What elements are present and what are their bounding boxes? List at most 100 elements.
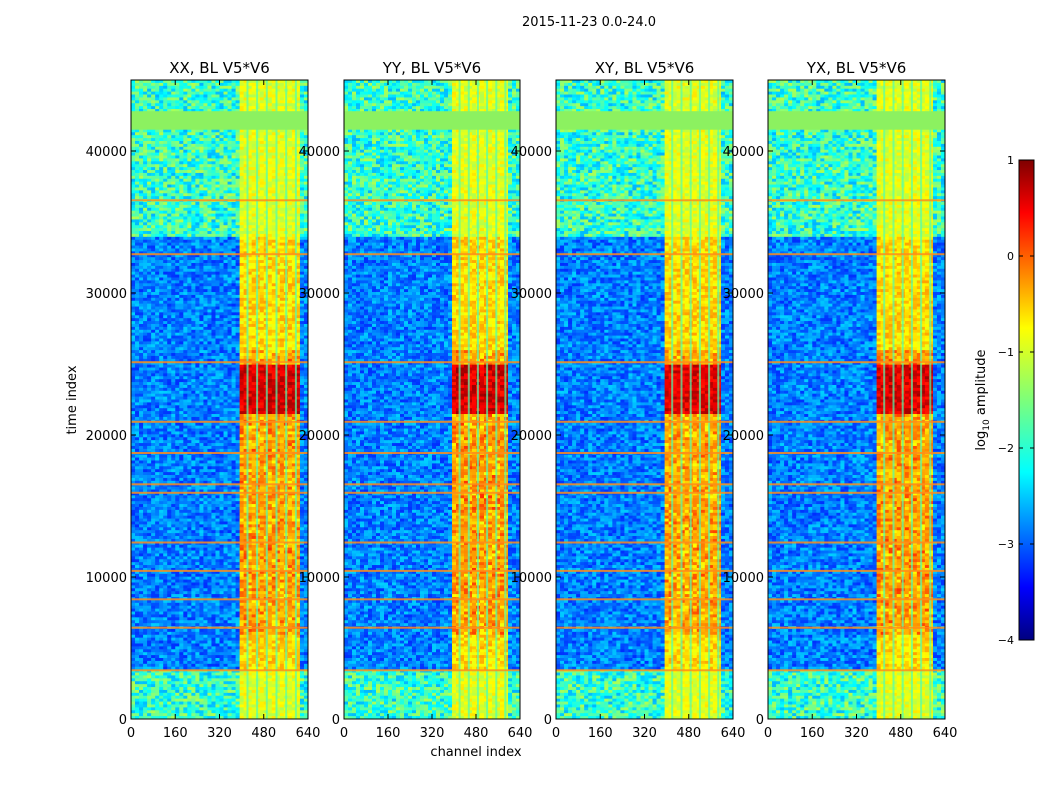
heatmap-cell <box>279 245 285 249</box>
heatmap-cell <box>239 379 245 383</box>
heatmap-cell <box>187 231 192 235</box>
heatmap-cell <box>243 393 249 397</box>
heatmap-cell <box>175 300 180 305</box>
heatmap-cell <box>207 207 212 212</box>
heatmap-cell <box>199 292 204 296</box>
heatmap-cell <box>219 228 224 232</box>
heatmap-cell <box>207 94 212 98</box>
heatmap-cell <box>291 323 297 328</box>
heatmap-cell <box>223 100 228 104</box>
heatmap-cell <box>275 85 281 90</box>
heatmap-cell <box>231 91 236 95</box>
heatmap-cell <box>295 158 301 162</box>
heatmap-cell <box>187 193 192 197</box>
heatmap-cell <box>295 236 301 241</box>
heatmap-cell <box>295 100 301 104</box>
heatmap-cell <box>239 210 245 214</box>
heatmap-cell <box>143 396 148 400</box>
heatmap-cell <box>159 289 164 293</box>
heatmap-cell <box>199 213 204 217</box>
heatmap-cell <box>287 201 293 206</box>
heatmap-cell <box>203 204 208 209</box>
heatmap-cell <box>155 341 160 345</box>
heatmap-cell <box>191 196 196 200</box>
heatmap-cell <box>235 271 241 275</box>
heatmap-cell <box>275 390 281 395</box>
heatmap-cell <box>199 103 204 107</box>
heatmap-cell <box>243 399 249 403</box>
heatmap-cell <box>259 146 265 151</box>
heatmap-cell <box>235 129 241 133</box>
heatmap-cell <box>239 103 245 107</box>
heatmap-cell <box>299 379 305 383</box>
heatmap-cell <box>251 332 257 336</box>
heatmap-cell <box>227 364 232 368</box>
heatmap-cell <box>159 379 164 383</box>
heatmap-cell <box>247 167 253 171</box>
heatmap-cell <box>131 143 136 148</box>
heatmap-cell <box>219 341 224 345</box>
heatmap-cell <box>287 300 293 305</box>
heatmap-cell <box>179 294 184 299</box>
heatmap-cell <box>243 367 249 371</box>
heatmap-cell <box>203 164 208 168</box>
heatmap-cell <box>199 149 204 154</box>
heatmap-cell <box>215 181 220 185</box>
heatmap-cell <box>271 355 277 360</box>
heatmap-cell <box>251 141 257 145</box>
heatmap-cell <box>195 94 200 98</box>
heatmap-cell <box>163 370 168 374</box>
heatmap-cell <box>219 175 224 180</box>
heatmap-cell <box>231 187 236 191</box>
heatmap-cell <box>279 149 285 154</box>
heatmap-cell <box>143 315 148 319</box>
heatmap-cell <box>167 358 172 363</box>
heatmap-cell <box>239 294 245 299</box>
heatmap-cell <box>235 387 241 392</box>
heatmap-cell <box>195 210 200 214</box>
heatmap-cell <box>247 370 253 374</box>
heatmap-cell <box>223 326 228 331</box>
heatmap-cell <box>143 355 148 360</box>
heatmap-cell <box>227 170 232 174</box>
heatmap-cell <box>239 376 245 380</box>
heatmap-cell <box>211 280 216 284</box>
heatmap-cell <box>271 161 277 165</box>
heatmap-cell <box>131 85 136 90</box>
heatmap-cell <box>271 219 277 223</box>
heatmap-cell <box>271 350 277 354</box>
heatmap-cell <box>171 88 176 93</box>
heatmap-cell <box>211 91 216 95</box>
heatmap-cell <box>291 332 297 336</box>
heatmap-cell <box>275 213 281 217</box>
heatmap-cell <box>299 254 305 258</box>
heatmap-cell <box>203 323 208 328</box>
heatmap-cell <box>231 141 236 145</box>
heatmap-cell <box>167 100 172 104</box>
heatmap-cell <box>271 347 277 351</box>
heatmap-cell <box>163 94 168 98</box>
heatmap-cell <box>163 280 168 284</box>
heatmap-cell <box>147 300 152 305</box>
heatmap-cell <box>287 242 293 246</box>
heatmap-cell <box>267 196 273 200</box>
heatmap-cell <box>143 170 148 174</box>
heatmap-cell <box>219 387 224 392</box>
heatmap-cell <box>179 274 184 278</box>
heatmap-cell <box>143 141 148 145</box>
heatmap-cell <box>195 306 200 310</box>
heatmap-cell <box>299 184 305 188</box>
heatmap-cell <box>271 254 277 258</box>
heatmap-cell <box>271 146 277 151</box>
heatmap-cell <box>147 196 152 200</box>
heatmap-cell <box>243 364 249 368</box>
heatmap-cell <box>267 321 273 325</box>
heatmap-cell <box>159 408 164 412</box>
heatmap-cell <box>267 236 273 241</box>
heatmap-cell <box>191 335 196 339</box>
heatmap-cell <box>243 309 249 313</box>
heatmap-cell <box>191 219 196 223</box>
heatmap-cell <box>139 379 144 383</box>
heatmap-cell <box>287 219 293 223</box>
heatmap-cell <box>211 187 216 191</box>
